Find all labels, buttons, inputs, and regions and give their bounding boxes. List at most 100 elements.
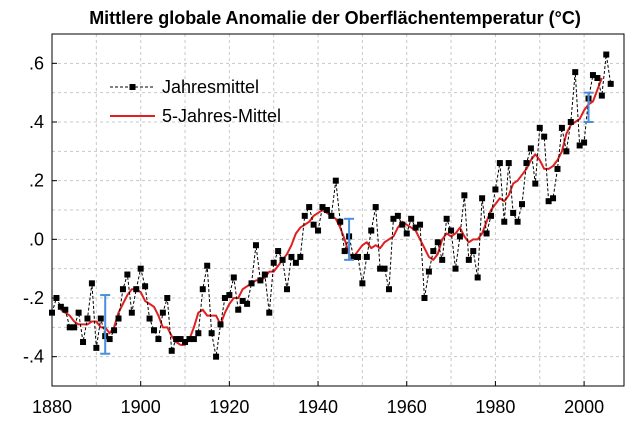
annual-mean-series (49, 51, 614, 360)
annual-mean-point (124, 271, 131, 278)
annual-mean-point (510, 209, 517, 216)
annual-mean-point (527, 145, 534, 152)
legend-annual-marker (129, 84, 136, 90)
annual-mean-point (93, 344, 100, 351)
annual-mean-point (119, 286, 126, 293)
annual-mean-point (226, 292, 233, 299)
annual-mean-point (146, 315, 153, 322)
annual-mean-point (106, 336, 113, 343)
chart-title: Mittlere globale Anomalie der Oberfläche… (89, 8, 581, 28)
annual-mean-point (483, 230, 490, 237)
annual-mean-point (443, 215, 450, 222)
annual-mean-point (576, 142, 583, 149)
x-tick-label: 1900 (121, 397, 161, 417)
annual-mean-point (594, 75, 601, 81)
annual-mean-point (230, 274, 237, 281)
y-tick-label: .2 (29, 171, 44, 191)
annual-mean-point (168, 347, 175, 354)
annual-mean-point (448, 227, 455, 234)
x-tick-label: 1960 (387, 397, 427, 417)
annual-mean-point (341, 248, 348, 255)
annual-mean-point (492, 186, 499, 193)
annual-mean-point (598, 92, 605, 99)
annual-mean-point (261, 271, 268, 278)
annual-mean-point (377, 265, 384, 272)
error-bar (100, 294, 111, 355)
x-tick-label: 2000 (564, 397, 604, 417)
annual-mean-point (452, 265, 459, 272)
annual-mean-point (97, 315, 104, 322)
annual-mean-point (323, 207, 330, 213)
annual-mean-point (310, 221, 317, 228)
annual-mean-point (115, 315, 122, 322)
axis-ticks: 1880 1900 1920 1940 1960 1980 2000 -.4 -.2 .0 .2 .4… (23, 53, 604, 417)
annual-mean-point (479, 195, 486, 202)
annual-mean-point (57, 303, 64, 310)
annual-mean-point (155, 336, 162, 343)
annual-mean-point (496, 160, 503, 167)
annual-mean-point (545, 198, 552, 205)
annual-mean-point (567, 119, 574, 125)
annual-mean-point (563, 148, 570, 155)
annual-mean-point (505, 160, 512, 167)
annual-mean-point (62, 306, 69, 313)
annual-mean-point (456, 233, 463, 240)
annual-mean-point (603, 51, 610, 58)
annual-mean-point (208, 330, 215, 337)
annual-mean-point (257, 277, 264, 284)
annual-mean-point (235, 306, 242, 313)
annual-mean-point (53, 295, 60, 301)
y-tick-label: .0 (29, 229, 44, 249)
annual-mean-point (359, 280, 366, 287)
legend-5y-label: 5-Jahres-Mittel (162, 106, 281, 126)
annual-mean-point (128, 309, 135, 316)
x-tick-label: 1980 (475, 397, 515, 417)
error-bar (583, 91, 594, 123)
annual-mean-point (284, 286, 291, 293)
annual-mean-point (275, 248, 282, 255)
annual-mean-point (558, 124, 565, 131)
annual-mean-point (66, 324, 73, 331)
annual-mean-point (465, 256, 472, 263)
y-tick-label: -.4 (23, 347, 44, 367)
annual-mean-point (195, 330, 202, 337)
annual-mean-point (589, 72, 596, 79)
annual-mean-point (199, 286, 206, 293)
five-year-mean-series (60, 77, 603, 346)
annual-mean-point (319, 204, 326, 211)
annual-mean-line (51, 54, 612, 357)
annual-mean-point (75, 309, 82, 316)
annual-mean-point (399, 221, 406, 228)
annual-mean-point (519, 201, 526, 208)
annual-mean-point (461, 192, 468, 199)
annual-mean-point (541, 133, 548, 140)
annual-mean-point (390, 215, 397, 222)
annual-mean-point (394, 212, 401, 219)
annual-mean-point (337, 218, 344, 225)
annual-mean-point (133, 286, 140, 293)
annual-mean-point (607, 80, 614, 87)
annual-mean-point (532, 180, 539, 187)
annual-mean-point (239, 297, 246, 304)
five-year-mean-line (60, 77, 603, 346)
annual-mean-point (301, 212, 308, 219)
annual-mean-point (190, 336, 197, 343)
annual-mean-point (474, 274, 481, 281)
annual-mean-point (288, 253, 295, 260)
x-tick-label: 1940 (298, 397, 338, 417)
annual-mean-point (71, 324, 78, 331)
annual-mean-point (297, 253, 304, 260)
annual-mean-point (213, 353, 220, 360)
annual-mean-point (217, 321, 224, 328)
annual-mean-point (159, 309, 166, 316)
annual-mean-point (292, 259, 299, 266)
annual-mean-point (177, 336, 184, 343)
legend-annual-label: Jahresmittel (162, 77, 259, 97)
annual-mean-point (425, 268, 432, 275)
annual-mean-point (501, 218, 508, 225)
annual-mean-point (306, 204, 313, 211)
x-tick-label: 1880 (32, 397, 72, 417)
annual-mean-point (84, 315, 91, 322)
annual-mean-point (417, 221, 424, 228)
